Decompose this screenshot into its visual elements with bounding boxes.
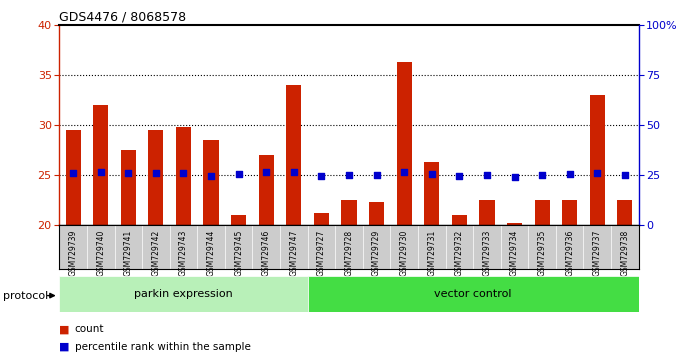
Bar (121, 150, 136, 225)
Point (592, 170, 603, 176)
Text: GSM729737: GSM729737 (593, 230, 602, 276)
Text: GSM729736: GSM729736 (565, 230, 574, 276)
Bar (424, 162, 439, 225)
Text: GSM729745: GSM729745 (234, 230, 243, 276)
Point (150, 170, 161, 176)
Bar (231, 215, 246, 225)
Text: GSM729729: GSM729729 (372, 230, 381, 276)
Point (178, 170, 189, 176)
Text: GSM729743: GSM729743 (179, 230, 188, 276)
Bar (308, 276, 653, 312)
Bar (507, 223, 522, 225)
Text: GSM729744: GSM729744 (207, 230, 216, 276)
Bar (176, 127, 191, 225)
Bar (59, 276, 308, 312)
Bar (341, 200, 357, 225)
Point (123, 170, 134, 176)
Text: GSM729735: GSM729735 (537, 230, 547, 276)
Point (260, 169, 272, 175)
Point (454, 173, 465, 179)
Point (399, 169, 410, 175)
Point (68, 170, 79, 176)
Text: GSM729739: GSM729739 (68, 230, 77, 276)
Text: GSM729742: GSM729742 (151, 230, 161, 276)
Text: ■: ■ (59, 324, 70, 334)
Point (482, 172, 493, 178)
Point (426, 171, 438, 177)
Text: GDS4476 / 8068578: GDS4476 / 8068578 (59, 11, 186, 24)
Bar (480, 200, 494, 225)
Point (564, 171, 575, 177)
Bar (286, 85, 302, 225)
Point (343, 172, 355, 178)
Bar (259, 155, 274, 225)
Point (371, 172, 383, 178)
Text: GSM729731: GSM729731 (427, 230, 436, 276)
Bar (562, 200, 577, 225)
Bar (452, 215, 467, 225)
Text: vector control: vector control (434, 289, 512, 299)
Point (205, 173, 216, 179)
Text: GSM729732: GSM729732 (455, 230, 464, 276)
Text: parkin expression: parkin expression (134, 289, 233, 299)
Text: GSM729746: GSM729746 (262, 230, 271, 276)
Text: GSM729728: GSM729728 (345, 230, 353, 276)
Point (509, 174, 520, 179)
Text: GSM729734: GSM729734 (510, 230, 519, 276)
Bar (93, 105, 108, 225)
Text: GSM729738: GSM729738 (621, 230, 630, 276)
Bar (66, 130, 81, 225)
Text: GSM729727: GSM729727 (317, 230, 326, 276)
Text: GSM729730: GSM729730 (400, 230, 408, 276)
Bar (204, 140, 218, 225)
Point (315, 173, 327, 179)
Point (537, 172, 548, 178)
Bar (396, 62, 412, 225)
Bar (535, 200, 550, 225)
Text: percentile rank within the sample: percentile rank within the sample (75, 342, 251, 352)
Bar (369, 202, 384, 225)
Point (619, 172, 630, 178)
Bar (617, 200, 632, 225)
Text: GSM729747: GSM729747 (290, 230, 298, 276)
Point (288, 169, 299, 175)
Text: ■: ■ (59, 342, 70, 352)
Bar (590, 95, 605, 225)
Bar (148, 130, 163, 225)
Text: GSM729740: GSM729740 (96, 230, 105, 276)
Point (95, 169, 106, 175)
Text: count: count (75, 324, 104, 334)
Bar (314, 213, 329, 225)
Text: GSM729741: GSM729741 (124, 230, 133, 276)
Point (233, 171, 244, 177)
Text: GSM729733: GSM729733 (482, 230, 491, 276)
Text: protocol: protocol (3, 291, 49, 301)
